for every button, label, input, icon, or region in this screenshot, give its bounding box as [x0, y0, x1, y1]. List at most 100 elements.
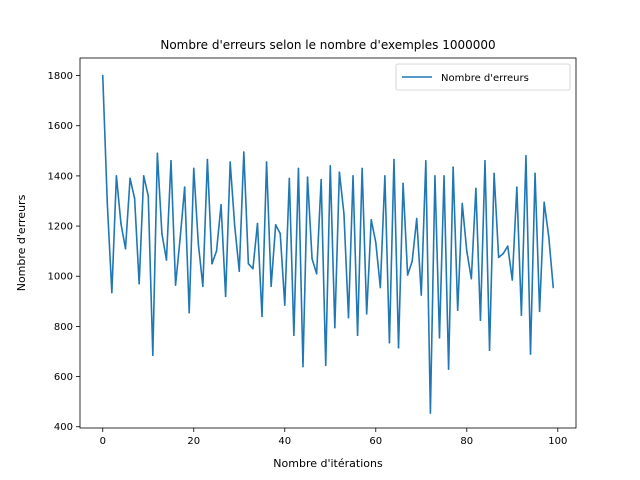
data-point: [538, 310, 541, 313]
data-point: [302, 365, 304, 368]
data-point: [393, 158, 395, 161]
data-point: [443, 175, 445, 177]
data-point: [397, 346, 400, 349]
data-point: [479, 319, 482, 321]
data-point: [502, 252, 504, 255]
data-point: [452, 166, 454, 168]
data-point: [365, 313, 368, 315]
data-point: [229, 161, 231, 163]
data-point: [488, 349, 491, 352]
data-point: [261, 315, 263, 318]
data-point: [420, 294, 423, 296]
data-point: [270, 285, 272, 288]
data-point: [206, 158, 209, 161]
data-point: [438, 336, 441, 339]
data-point: [152, 354, 154, 357]
data-point: [192, 167, 195, 170]
data-point: [434, 175, 436, 177]
data-point: [297, 167, 300, 170]
data-point: [111, 291, 113, 294]
data-point: [220, 203, 222, 206]
data-point: [161, 232, 163, 235]
data-point: [320, 178, 322, 181]
data-point: [334, 326, 336, 329]
data-point: [324, 364, 327, 367]
data-point: [543, 201, 545, 204]
data-point: [288, 177, 291, 180]
data-point: [484, 160, 486, 162]
y-tick-label: 1400: [48, 171, 73, 182]
data-point: [174, 284, 177, 286]
legend: Nombre d'erreurs: [395, 63, 571, 91]
legend-label: Nombre d'erreurs: [441, 73, 529, 84]
data-point: [224, 295, 227, 298]
data-point: [115, 175, 118, 177]
data-point: [461, 202, 464, 205]
x-tick-label: 40: [278, 436, 291, 447]
data-point: [202, 285, 204, 288]
data-point: [170, 160, 172, 162]
x-tick-label: 20: [187, 436, 200, 447]
data-point: [506, 245, 509, 247]
y-tick-label: 1200: [48, 222, 73, 233]
data-point: [425, 160, 427, 162]
data-point: [265, 161, 268, 163]
data-point: [106, 202, 109, 205]
data-point: [347, 316, 350, 319]
data-point: [447, 368, 450, 370]
data-point: [329, 165, 332, 167]
x-axis-label: Nombre d'itérations: [273, 457, 383, 470]
y-tick-label: 1600: [48, 121, 73, 132]
data-point: [197, 242, 200, 245]
data-point: [497, 256, 500, 259]
data-point: [211, 262, 213, 265]
data-point: [179, 237, 181, 240]
data-point: [120, 222, 122, 225]
data-point: [415, 217, 418, 220]
data-point: [343, 212, 345, 215]
data-point: [188, 311, 191, 314]
data-point: [520, 314, 523, 316]
y-axis-label: Nombre d'erreurs: [15, 194, 28, 291]
data-point: [374, 241, 377, 244]
data-point: [475, 187, 477, 190]
data-point: [252, 267, 254, 270]
data-point: [315, 272, 318, 275]
data-point: [388, 341, 391, 344]
data-point: [129, 177, 131, 180]
data-point: [233, 225, 236, 227]
data-point: [370, 219, 373, 221]
legend-box: [395, 63, 571, 91]
data-point: [493, 172, 495, 175]
series-points: [101, 74, 555, 414]
data-point: [352, 175, 354, 177]
y-tick-label: 1800: [48, 71, 73, 82]
data-point: [456, 309, 459, 311]
data-point: [470, 277, 473, 280]
x-tick-label: 0: [100, 436, 106, 447]
data-point: [293, 334, 295, 336]
data-point: [547, 235, 550, 237]
plot-frame: [79, 57, 577, 429]
data-point: [283, 304, 286, 306]
data-point: [124, 247, 127, 250]
data-point: [465, 250, 468, 252]
x-tick-label: 60: [369, 436, 382, 447]
series-line-nombre-d-erreurs: [101, 75, 555, 414]
data-point: [379, 286, 382, 289]
data-point: [306, 176, 309, 178]
data-point: [247, 262, 250, 265]
data-point: [311, 257, 313, 260]
y-tick-label: 1000: [48, 272, 73, 283]
data-point: [147, 195, 150, 197]
data-point: [411, 260, 413, 262]
data-point: [525, 155, 527, 157]
data-point: [356, 334, 359, 336]
y-tick-label: 400: [54, 422, 73, 433]
data-point: [101, 74, 104, 77]
data-point: [406, 274, 409, 276]
data-point: [534, 172, 536, 175]
chart-title: Nombre d'erreurs selon le nombre d'exemp…: [160, 38, 495, 52]
data-point: [429, 412, 432, 414]
